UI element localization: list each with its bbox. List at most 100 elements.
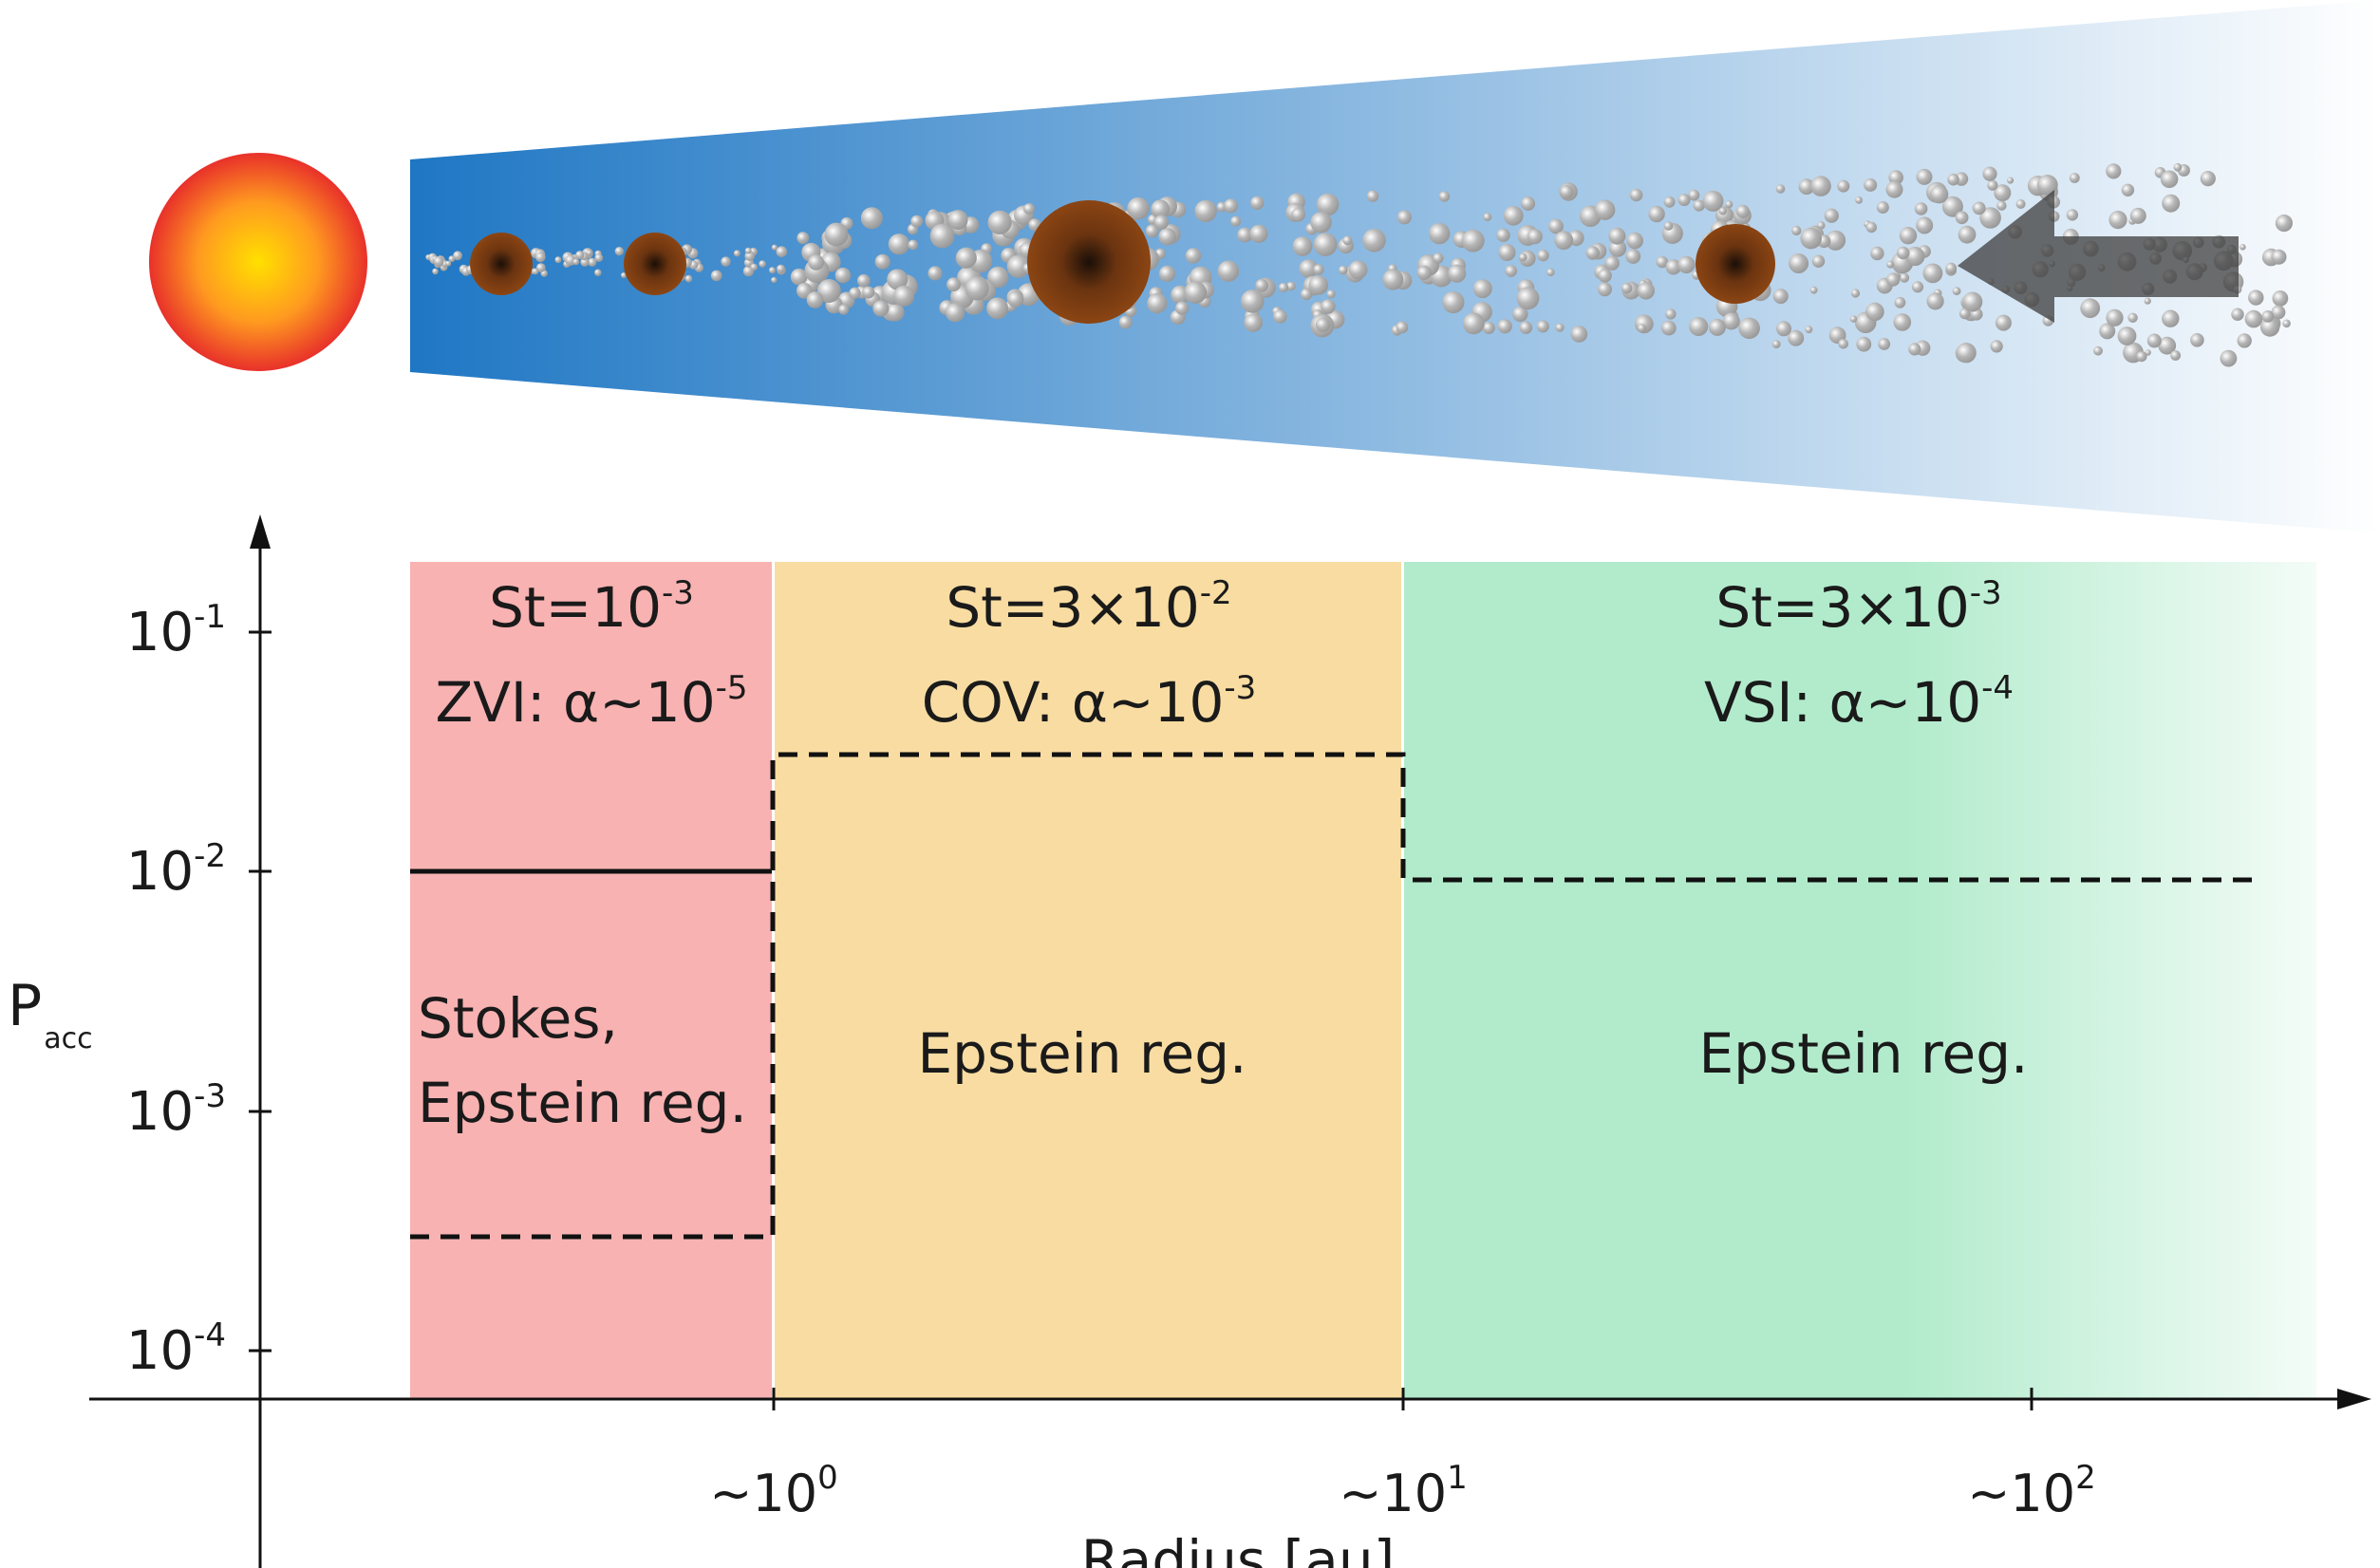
region-cov-turbulence: COV: α~10-3 <box>922 669 1257 735</box>
planetesimal <box>1027 200 1151 324</box>
pebble <box>1442 290 1465 314</box>
y-tick-label: 10-3 <box>126 1077 226 1143</box>
pebble <box>1916 216 1934 234</box>
pebble <box>1145 224 1159 238</box>
pebble <box>2129 207 2146 224</box>
pebble <box>1598 282 1612 297</box>
pebble <box>1677 255 1696 274</box>
pebble <box>1888 170 1903 185</box>
pebble <box>1725 200 1733 209</box>
pebble <box>1429 222 1451 245</box>
pebble <box>1278 282 1289 292</box>
pebble <box>535 252 546 263</box>
pebble <box>1722 312 1740 330</box>
pebble <box>1604 255 1620 271</box>
pebble <box>1512 306 1528 323</box>
pebble <box>824 222 849 247</box>
pebble <box>1702 190 1724 212</box>
pebble <box>1952 287 1961 296</box>
pebble <box>1876 201 1889 214</box>
pebble <box>908 239 918 251</box>
pebble <box>2015 199 2026 209</box>
pebble <box>929 223 955 249</box>
pebble <box>860 207 883 230</box>
pebble <box>1798 178 1815 196</box>
pebble <box>759 260 766 268</box>
pebble <box>2272 290 2289 307</box>
pebble <box>1461 229 1485 252</box>
region-vsi-stokes-number: St=3×10-3 <box>1715 574 2001 640</box>
pebble <box>1660 320 1677 336</box>
pebble <box>2145 349 2151 356</box>
pebble <box>816 279 841 303</box>
pebble <box>1249 224 1268 243</box>
pebble <box>2121 183 2135 196</box>
pebble <box>1175 301 1190 315</box>
pebble <box>2036 175 2058 196</box>
pebble <box>1776 321 1791 337</box>
region-zvi-background <box>410 562 773 1398</box>
pebble <box>2099 323 2116 340</box>
pebble <box>1147 293 1168 314</box>
pebble <box>1519 252 1527 262</box>
pebble <box>1789 253 1809 273</box>
pebble <box>1505 265 1517 277</box>
pebble <box>1958 225 1977 244</box>
pebble <box>453 251 462 261</box>
pebble <box>1825 230 1846 251</box>
pebble <box>947 210 968 231</box>
pebble <box>1824 208 1839 223</box>
pebble <box>1837 179 1850 193</box>
pebble <box>2146 333 2162 348</box>
pebble <box>796 232 810 245</box>
pebble <box>1185 248 1202 264</box>
pebble <box>1929 185 1949 204</box>
pebble <box>1396 321 1409 334</box>
pebble <box>2237 333 2252 348</box>
pebble <box>986 297 1008 320</box>
pebble <box>1313 264 1324 275</box>
pebble <box>445 260 452 267</box>
pebble <box>2244 309 2263 328</box>
y-axis-arrowhead <box>250 514 271 549</box>
region-vsi-turbulence: VSI: α~10-4 <box>1704 669 2014 735</box>
y-tick-label: 10-4 <box>126 1316 226 1382</box>
pebble <box>684 274 693 283</box>
pebble <box>1809 286 1818 294</box>
pebble <box>1366 190 1379 202</box>
pebble <box>1546 268 1555 277</box>
pebble <box>1865 221 1878 233</box>
pebble <box>776 246 788 258</box>
pebble <box>1598 269 1612 283</box>
pebble <box>1237 227 1253 243</box>
pebble <box>2106 163 2122 179</box>
pebble <box>1885 180 1903 198</box>
pebble <box>2158 336 2177 355</box>
pebble <box>928 266 943 281</box>
pebble <box>838 304 850 315</box>
x-axis-label: Radius [au] <box>1081 1528 1395 1568</box>
pebble <box>2162 194 2181 213</box>
pebble <box>1483 213 1492 222</box>
pebble <box>1310 212 1332 233</box>
pebble <box>1982 166 1997 181</box>
pebble <box>1648 205 1665 223</box>
pebble <box>1570 326 1588 343</box>
pebble <box>2200 171 2216 187</box>
pebble <box>432 268 439 275</box>
pebble <box>834 267 852 284</box>
pebble <box>1838 339 1848 349</box>
pebble <box>2239 244 2246 251</box>
pebble <box>1656 255 1669 269</box>
pebble <box>2127 312 2138 323</box>
pebble <box>857 273 871 288</box>
pebble <box>1896 246 1910 260</box>
pebble <box>572 258 580 266</box>
pebble <box>1585 246 1601 260</box>
pebble <box>1637 282 1656 300</box>
pebble <box>2248 289 2264 306</box>
pebble <box>1194 199 1217 223</box>
pebble <box>2160 170 2179 189</box>
pebble <box>872 300 890 317</box>
